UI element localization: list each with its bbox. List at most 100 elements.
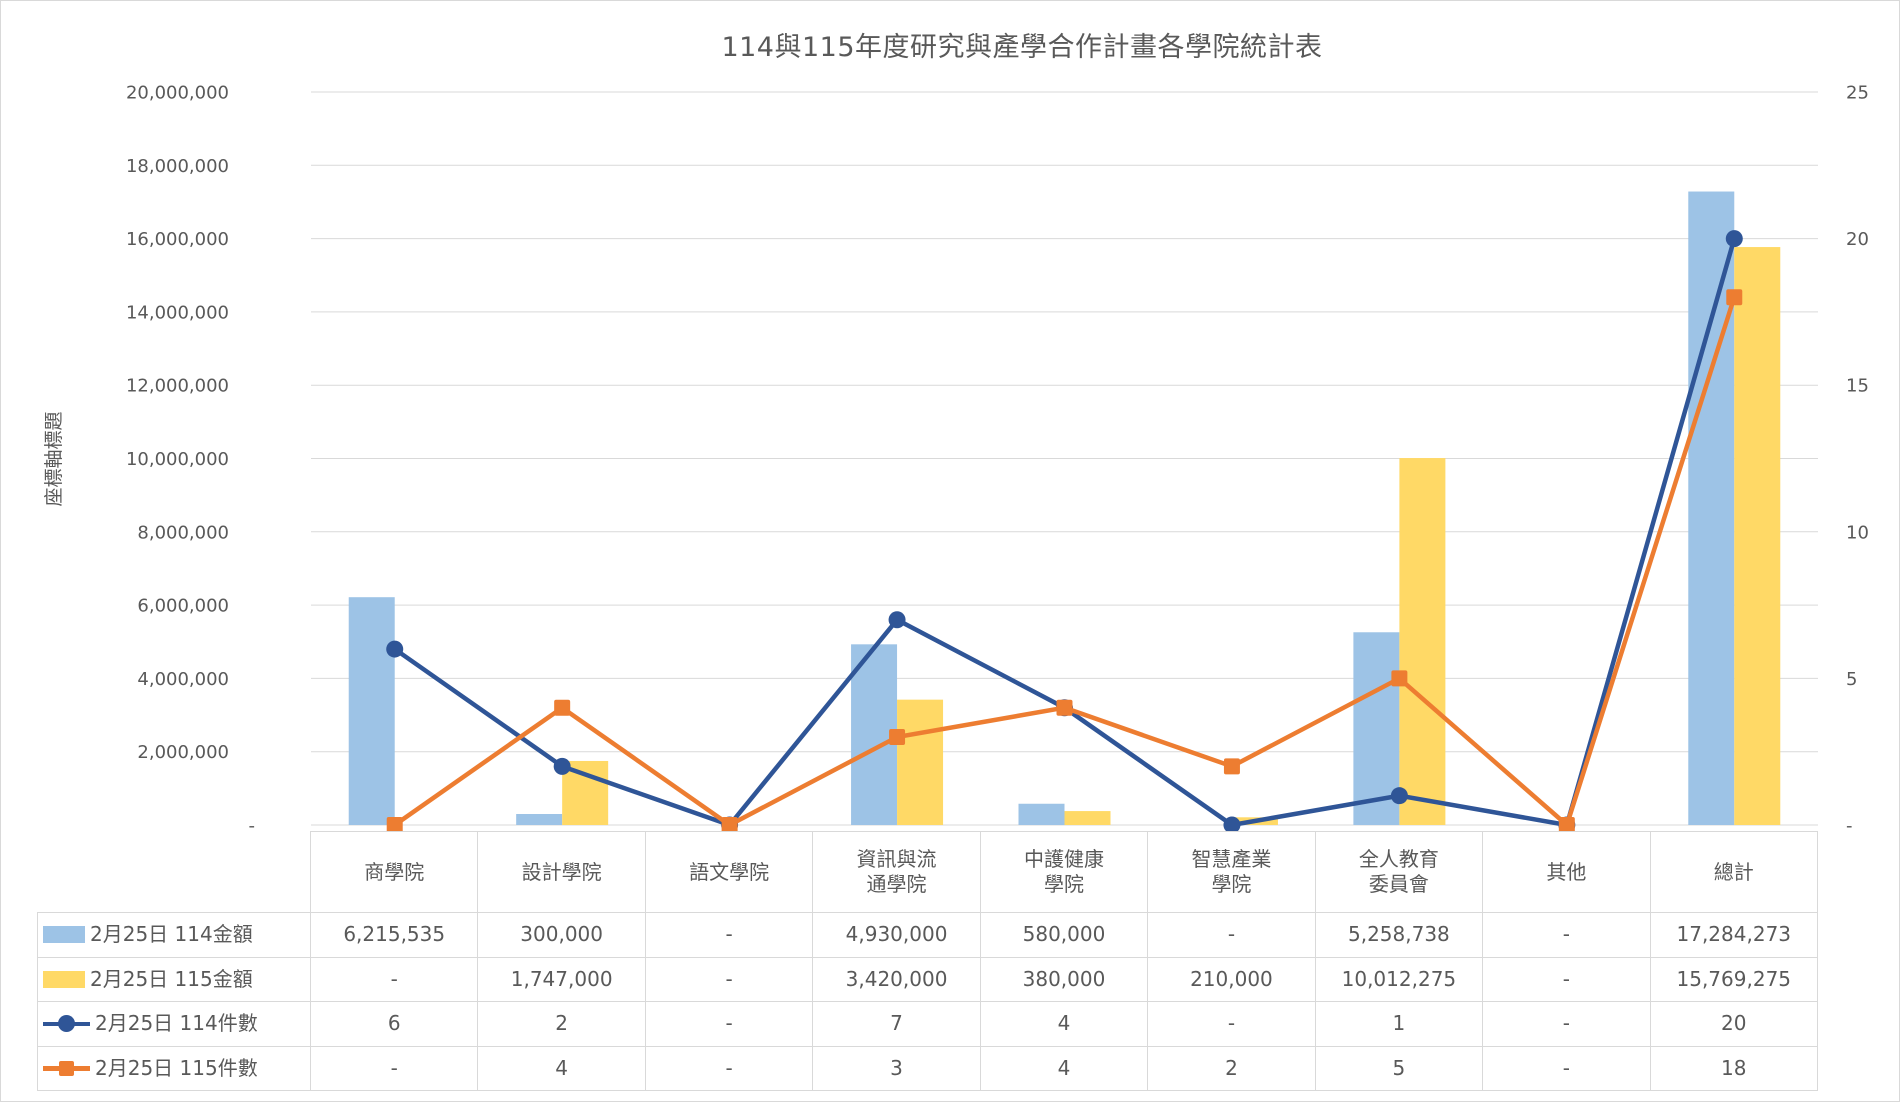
column-header-label: 中護健康學院 [1023, 847, 1104, 896]
square-marker-icon [1558, 817, 1575, 833]
data-table: 商學院 設計學院 語文學院 資訊與流通學院 中護健康學院 智慧產業學院 全人教育委員會 其他 總… [37, 831, 1818, 1091]
table-cell: 6 [311, 1002, 479, 1047]
table-cell: 210,000 [1148, 957, 1316, 1002]
bar-amount-115 [1734, 247, 1781, 825]
table-cell: 10,012,275 [1315, 957, 1484, 1002]
left-axis-tick-label: 4,000,000 [137, 669, 229, 690]
table-cell: 18 [1650, 1046, 1818, 1091]
left-axis-tick-label: 18,000,000 [126, 156, 229, 177]
square-marker-icon [1726, 289, 1743, 306]
bar-amount-114 [516, 814, 563, 825]
left-axis-tick-label: 8,000,000 [137, 522, 229, 543]
square-marker-icon [1056, 699, 1073, 716]
column-header-label: 總計 [1713, 859, 1754, 884]
table-cell: - [645, 1002, 814, 1047]
square-marker-icon [1223, 758, 1240, 775]
column-header-label: 資訊與流通學院 [856, 847, 937, 896]
column-header-label: 商學院 [364, 859, 425, 884]
square-marker-icon [386, 817, 403, 833]
column-header-label: 智慧產業學院 [1191, 847, 1272, 896]
table-cell: 7 [813, 1002, 981, 1047]
legend-row-label: 2月25日 115金額 [37, 957, 311, 1002]
circle-marker-icon [888, 611, 906, 629]
bar-amount-114 [1688, 191, 1735, 826]
table-cell: - [645, 957, 814, 1002]
legend-row-label: 2月25日 114金額 [37, 913, 311, 958]
series-name-label: 2月25日 114金額 [90, 922, 253, 947]
table-cell: 5,258,738 [1315, 913, 1484, 958]
table-cell: 4 [980, 1002, 1149, 1047]
series-name-label: 2月25日 115件數 [95, 1055, 258, 1080]
left-axis-tick-label: 10,000,000 [126, 449, 229, 470]
left-axis-tick-label: 6,000,000 [137, 596, 229, 617]
column-header-cell: 資訊與流通學院 [813, 831, 981, 913]
square-marker-icon [1391, 670, 1408, 687]
table-cell: 380,000 [980, 957, 1149, 1002]
line-key-count-114-icon [43, 1015, 90, 1033]
table-cell: - [1483, 1002, 1651, 1047]
table-cell: 20 [1650, 1002, 1818, 1047]
legend-row-label: 2月25日 114件數 [37, 1002, 311, 1047]
column-header-cell: 總計 [1650, 831, 1818, 913]
right-axis-tick-label: - [1846, 816, 1853, 837]
table-cell: 2 [478, 1002, 646, 1047]
column-header-cell: 商學院 [311, 831, 479, 913]
column-header-cell: 全人教育委員會 [1315, 831, 1484, 913]
column-header-label: 設計學院 [521, 859, 602, 884]
chart-title: 114與115年度研究與產學合作計畫各學院統計表 [721, 32, 1323, 63]
left-axis-tick-label: 12,000,000 [126, 376, 229, 397]
table-cell: 2 [1148, 1046, 1316, 1091]
line-count-115-path [393, 296, 1737, 829]
table-corner-cell [37, 831, 311, 913]
bar-amount-114 [1018, 803, 1065, 825]
table-cell: 3,420,000 [813, 957, 981, 1002]
circle-marker-icon [553, 757, 571, 775]
bar-swatch-amount-114-icon [43, 926, 85, 944]
column-header-cell: 語文學院 [645, 831, 814, 913]
column-header-cell: 中護健康學院 [980, 831, 1149, 913]
table-cell: 6,215,535 [311, 913, 479, 958]
table-cell: - [645, 1046, 814, 1091]
table-cell: 580,000 [980, 913, 1149, 958]
column-header-cell: 智慧產業學院 [1148, 831, 1316, 913]
table-cell: 1,747,000 [478, 957, 646, 1002]
bar-amount-115 [897, 699, 944, 825]
left-axis-tick-label: 14,000,000 [126, 302, 229, 323]
column-header-label: 語文學院 [689, 859, 770, 884]
table-cell: 4 [478, 1046, 646, 1091]
table-cell: 300,000 [478, 913, 646, 958]
table-cell: 1 [1315, 1002, 1484, 1047]
right-axis-tick-label: 25 [1846, 83, 1869, 104]
square-marker-icon [889, 729, 906, 746]
column-header-label: 全人教育委員會 [1358, 847, 1439, 896]
right-axis-tick-label: 15 [1846, 376, 1869, 397]
table-cell: - [1483, 1046, 1651, 1091]
circle-marker-icon [386, 640, 404, 658]
column-header-cell: 設計學院 [478, 831, 646, 913]
column-header-cell: 其他 [1483, 831, 1651, 913]
table-cell: 4 [980, 1046, 1149, 1091]
bar-amount-114 [348, 597, 395, 825]
bar-amount-115 [562, 760, 609, 825]
table-cell: - [1483, 957, 1651, 1002]
table-cell: 3 [813, 1046, 981, 1091]
table-cell: 17,284,273 [1650, 913, 1818, 958]
table-cell: - [311, 957, 479, 1002]
table-cell: 4,930,000 [813, 913, 981, 958]
circle-marker-icon [1725, 230, 1743, 248]
square-marker-icon [721, 817, 738, 833]
table-cell: - [645, 913, 814, 958]
table-cell: - [1148, 913, 1316, 958]
table-cell: 5 [1315, 1046, 1484, 1091]
right-axis-tick-label: 10 [1846, 522, 1869, 543]
square-marker-icon [554, 699, 571, 716]
right-axis-tick-label: 20 [1846, 229, 1869, 250]
table-cell: - [311, 1046, 479, 1091]
square-marker-icon [59, 1060, 74, 1076]
circle-marker-icon [58, 1015, 75, 1033]
table-cell: - [1148, 1002, 1316, 1047]
left-axis-tick-label: - [249, 816, 256, 837]
circle-marker-icon [1223, 816, 1241, 834]
